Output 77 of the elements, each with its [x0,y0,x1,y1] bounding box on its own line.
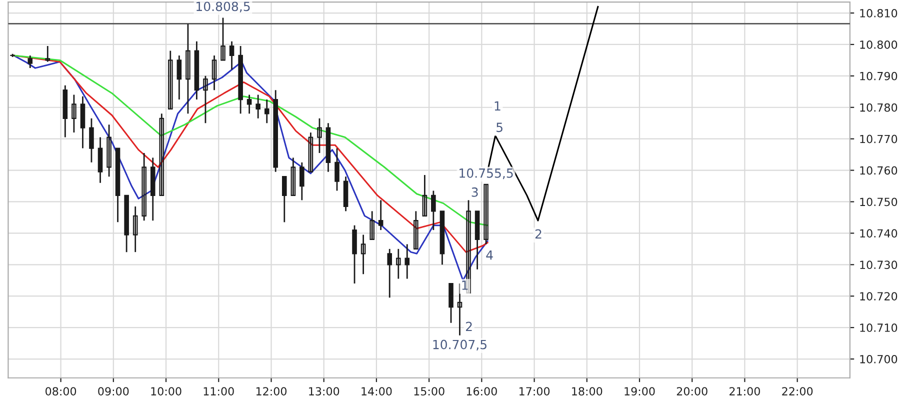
candlestick [106,124,112,178]
candlestick [360,234,366,275]
candlestick [98,136,103,184]
annotation: 2 [535,229,542,239]
x-tick-label: 13:00 [309,387,340,396]
candlestick [387,248,392,298]
candlestick [431,190,436,231]
candlestick [45,45,50,62]
candlestick [203,75,208,124]
candlestick [404,244,410,280]
x-tick-label: 18:00 [572,387,602,396]
x-tick-label: 21:00 [730,387,760,396]
candlestick [186,23,190,114]
annotation: 4 [486,250,493,260]
y-tick-label: 10.700 [860,354,898,364]
annotation: 10.808,5 [196,2,250,12]
candlestick [378,199,384,231]
candlestick [168,50,173,110]
candlestick [246,94,252,114]
y-tick-label: 10.780 [860,103,898,112]
candlestick [256,94,260,120]
candlestick [132,206,138,253]
annotation: 10.707,5 [433,340,486,351]
candlestick [159,112,164,196]
annotation: 2 [466,322,472,332]
x-tick-label: 17:00 [519,387,550,396]
x-tick-label: 15:00 [414,387,444,396]
x-tick-label: 14:00 [362,387,392,396]
candlestick [448,282,454,324]
candlestick [212,54,217,91]
candlestick [308,132,314,173]
y-tick-label: 10.730 [860,260,898,270]
x-tick-label: 16:00 [466,387,497,396]
candlestick [290,157,296,196]
y-tick-label: 10.800 [860,40,898,49]
annotation: 1 [494,101,500,111]
annotation: 5 [496,122,502,132]
x-tick-label: 20:00 [676,387,708,396]
y-tick-label: 10.790 [860,72,898,80]
candlestick [300,162,304,201]
candlestick [370,210,374,240]
candlestick [220,17,226,61]
y-tick-label: 10.810 [860,8,898,18]
y-tick-label: 10.760 [860,166,898,175]
candlestick [414,210,418,250]
candlestick [334,148,340,192]
candlestick [484,184,488,245]
x-tick-label: 10:00 [151,387,182,396]
candlestick [142,152,146,222]
candlestick [466,199,471,294]
candlestick [28,54,33,69]
candlestick [457,282,462,336]
x-tick-label: 11:00 [204,387,234,396]
y-tick-label: 10.770 [860,134,898,144]
x-tick-label: 19:00 [624,387,655,396]
y-tick-label: 10.720 [860,292,898,300]
candlestick [89,118,94,164]
y-tick-label: 10.710 [860,324,898,332]
y-tick-label: 10.750 [860,198,898,206]
x-tick-label: 09:00 [98,387,129,396]
candlestick [396,248,401,280]
candlestick [317,118,322,154]
x-tick-label: 22:00 [782,387,813,396]
x-tick-label: 12:00 [256,387,287,396]
annotation: 10.755,5 [460,168,513,180]
y-tick-label: 10.740 [860,229,898,238]
candlestick [229,40,234,70]
candlestick [80,96,86,149]
candlestick [422,174,428,217]
candlestick [176,54,182,100]
annotation: 3 [472,187,478,197]
candlestick [72,94,76,134]
candlestick [264,98,270,124]
candlestick [282,176,287,223]
x-tick-label: 08:00 [46,387,76,396]
annotation: 1 [462,280,468,290]
candlestick [352,224,357,284]
